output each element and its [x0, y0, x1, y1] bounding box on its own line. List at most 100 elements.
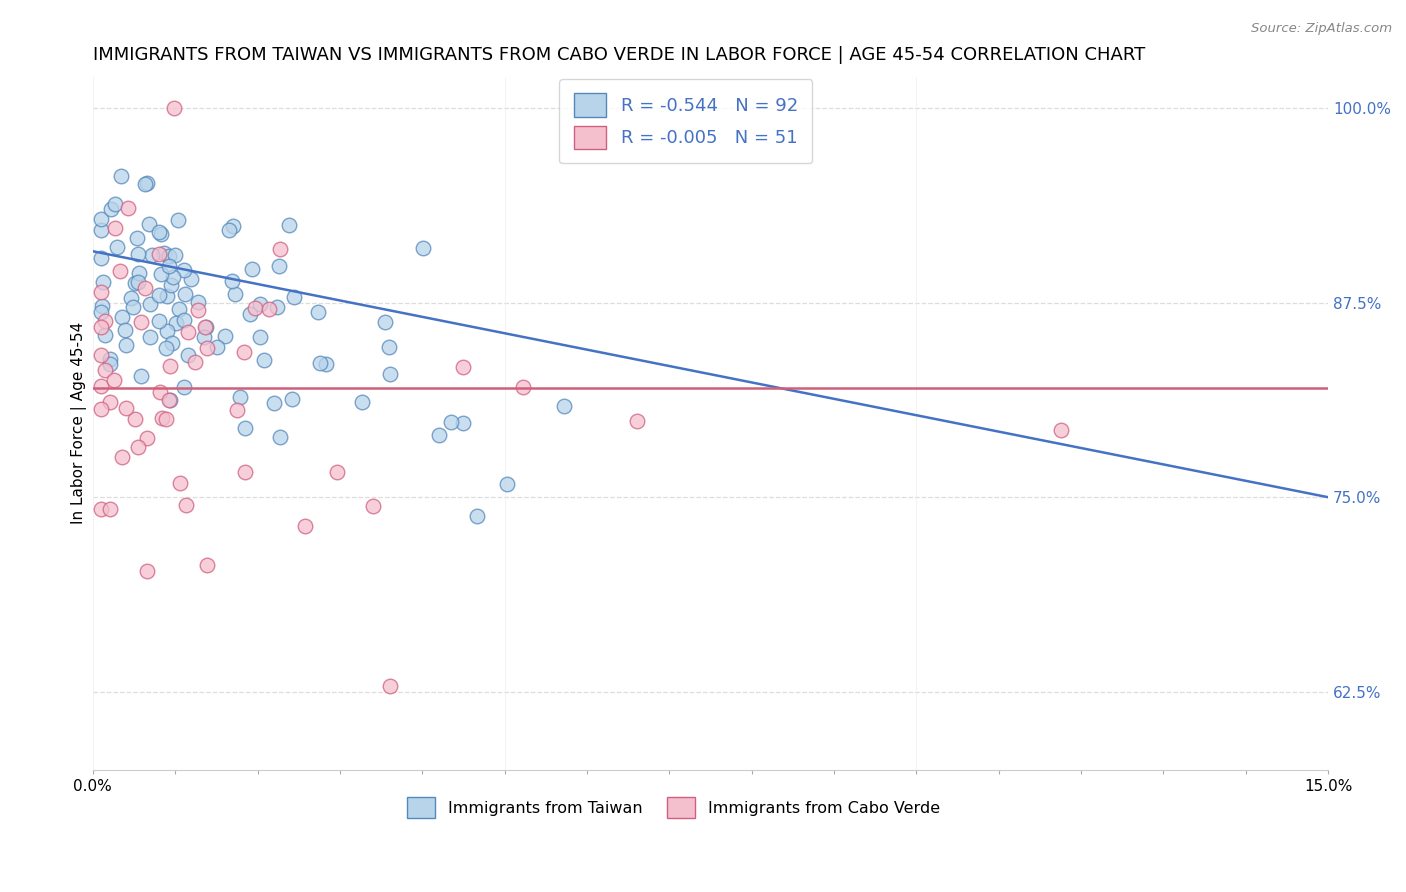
Point	[269, 242, 291, 256]
Point	[149, 227, 172, 241]
Point	[266, 300, 288, 314]
Point	[115, 338, 138, 352]
Point	[378, 368, 401, 382]
Point	[553, 399, 575, 413]
Point	[108, 264, 131, 278]
Point	[135, 176, 157, 190]
Point	[90, 401, 112, 416]
Point	[427, 427, 450, 442]
Point	[162, 101, 184, 115]
Point	[156, 289, 179, 303]
Point	[380, 680, 402, 694]
Point	[157, 249, 180, 263]
Point	[148, 225, 170, 239]
Point	[263, 396, 285, 410]
Point	[141, 248, 163, 262]
Point	[124, 276, 146, 290]
Point	[157, 392, 180, 407]
Point	[193, 330, 215, 344]
Point	[173, 263, 195, 277]
Point	[90, 223, 112, 237]
Point	[150, 268, 173, 282]
Point	[307, 304, 329, 318]
Point	[249, 296, 271, 310]
Point	[104, 221, 127, 235]
Point	[90, 285, 112, 299]
Point	[184, 354, 207, 368]
Point	[361, 499, 384, 513]
Point	[187, 303, 209, 318]
Point	[294, 518, 316, 533]
Point	[136, 564, 159, 578]
Point	[1050, 424, 1073, 438]
Point	[155, 341, 177, 355]
Point	[235, 466, 257, 480]
Point	[90, 211, 112, 226]
Point	[229, 390, 252, 404]
Point	[159, 359, 181, 373]
Point	[163, 247, 186, 261]
Point	[111, 450, 134, 464]
Point	[440, 415, 463, 429]
Point	[94, 314, 117, 328]
Point	[90, 502, 112, 516]
Point	[235, 421, 257, 435]
Point	[139, 330, 162, 344]
Point	[222, 219, 245, 233]
Point	[90, 305, 112, 319]
Point	[110, 169, 132, 183]
Point	[104, 197, 127, 211]
Point	[134, 281, 156, 295]
Point	[100, 351, 122, 366]
Point	[169, 476, 191, 491]
Point	[267, 259, 290, 273]
Point	[149, 385, 172, 400]
Point	[159, 278, 181, 293]
Point	[249, 329, 271, 343]
Point	[167, 213, 190, 227]
Point	[129, 369, 152, 384]
Point	[245, 301, 267, 315]
Point	[156, 325, 179, 339]
Point	[221, 274, 243, 288]
Y-axis label: In Labor Force | Age 45-54: In Labor Force | Age 45-54	[72, 322, 87, 524]
Point	[138, 218, 160, 232]
Point	[127, 440, 149, 454]
Point	[173, 380, 195, 394]
Point	[90, 251, 112, 265]
Point	[224, 287, 246, 301]
Point	[162, 270, 184, 285]
Point	[111, 310, 134, 325]
Point	[253, 353, 276, 368]
Point	[115, 401, 138, 415]
Point	[127, 275, 149, 289]
Point	[218, 223, 240, 237]
Point	[257, 302, 280, 317]
Point	[315, 357, 337, 371]
Point	[194, 320, 217, 334]
Point	[125, 231, 148, 245]
Point	[205, 340, 228, 354]
Point	[309, 356, 332, 370]
Point	[187, 295, 209, 310]
Point	[465, 508, 488, 523]
Text: IMMIGRANTS FROM TAIWAN VS IMMIGRANTS FROM CABO VERDE IN LABOR FORCE | AGE 45-54 : IMMIGRANTS FROM TAIWAN VS IMMIGRANTS FRO…	[93, 46, 1144, 64]
Point	[226, 402, 249, 417]
Point	[98, 394, 121, 409]
Point	[325, 465, 347, 479]
Point	[173, 286, 195, 301]
Point	[240, 262, 263, 277]
Point	[139, 297, 162, 311]
Point	[129, 315, 152, 329]
Point	[626, 414, 648, 428]
Point	[121, 300, 143, 314]
Point	[269, 430, 291, 444]
Point	[177, 348, 200, 362]
Legend: Immigrants from Taiwan, Immigrants from Cabo Verde: Immigrants from Taiwan, Immigrants from …	[401, 790, 946, 824]
Point	[195, 558, 218, 572]
Point	[90, 379, 112, 393]
Point	[283, 290, 305, 304]
Point	[352, 394, 374, 409]
Point	[239, 307, 262, 321]
Point	[233, 345, 256, 359]
